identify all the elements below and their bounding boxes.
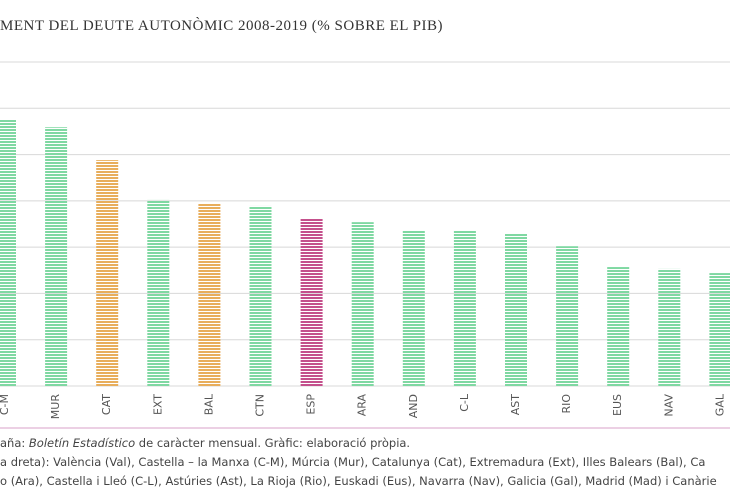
bar: [402, 230, 425, 386]
x-tick-label: BAL: [202, 393, 215, 415]
x-tick-label: MUR: [49, 394, 62, 420]
x-tick-label: AST: [509, 394, 522, 416]
bar: [351, 222, 374, 386]
bar: [556, 246, 579, 386]
bar: [45, 127, 68, 387]
x-tick-label: CTN: [254, 394, 267, 417]
bar: [96, 160, 119, 386]
x-tick-label: ESP: [305, 394, 318, 415]
source-italic: Boletín Estadístico: [28, 436, 136, 450]
x-tick-label: C-L: [458, 393, 471, 412]
x-tick-label: EUS: [611, 394, 624, 416]
x-tick-label: GAL: [713, 393, 726, 416]
source-prefix: aña:: [0, 436, 29, 450]
bar: [607, 267, 630, 386]
bar: [249, 205, 272, 386]
bar: [709, 273, 730, 386]
bar: [300, 218, 323, 386]
x-tick-label: AND: [407, 394, 420, 418]
bar: [658, 268, 681, 386]
bar: [0, 119, 16, 386]
x-tick-label: EXT: [151, 394, 164, 415]
chart-title: MENT DEL DEUTE AUTONÒMIC 2008-2019 (% SO…: [0, 17, 443, 34]
bar: [453, 230, 476, 386]
note: a dreta): València (Val), Castella – la …: [0, 455, 706, 469]
x-tick-label: RIO: [560, 394, 573, 414]
note: o (Ara), Castella i Lleó (C-L), Astúries…: [0, 474, 717, 488]
bar: [198, 203, 221, 386]
source-suffix: de caràcter mensual. Gràfic: elaboració …: [135, 436, 411, 450]
x-tick-label: CAT: [100, 394, 113, 415]
bar: [505, 233, 527, 386]
x-tick-label: NAV: [662, 394, 675, 417]
source: aña: Boletín Estadístico de caràcter men…: [0, 436, 410, 450]
x-tick-label: ARA: [356, 394, 369, 417]
bar: [147, 199, 170, 386]
x-tick-label: C-M: [0, 394, 11, 415]
